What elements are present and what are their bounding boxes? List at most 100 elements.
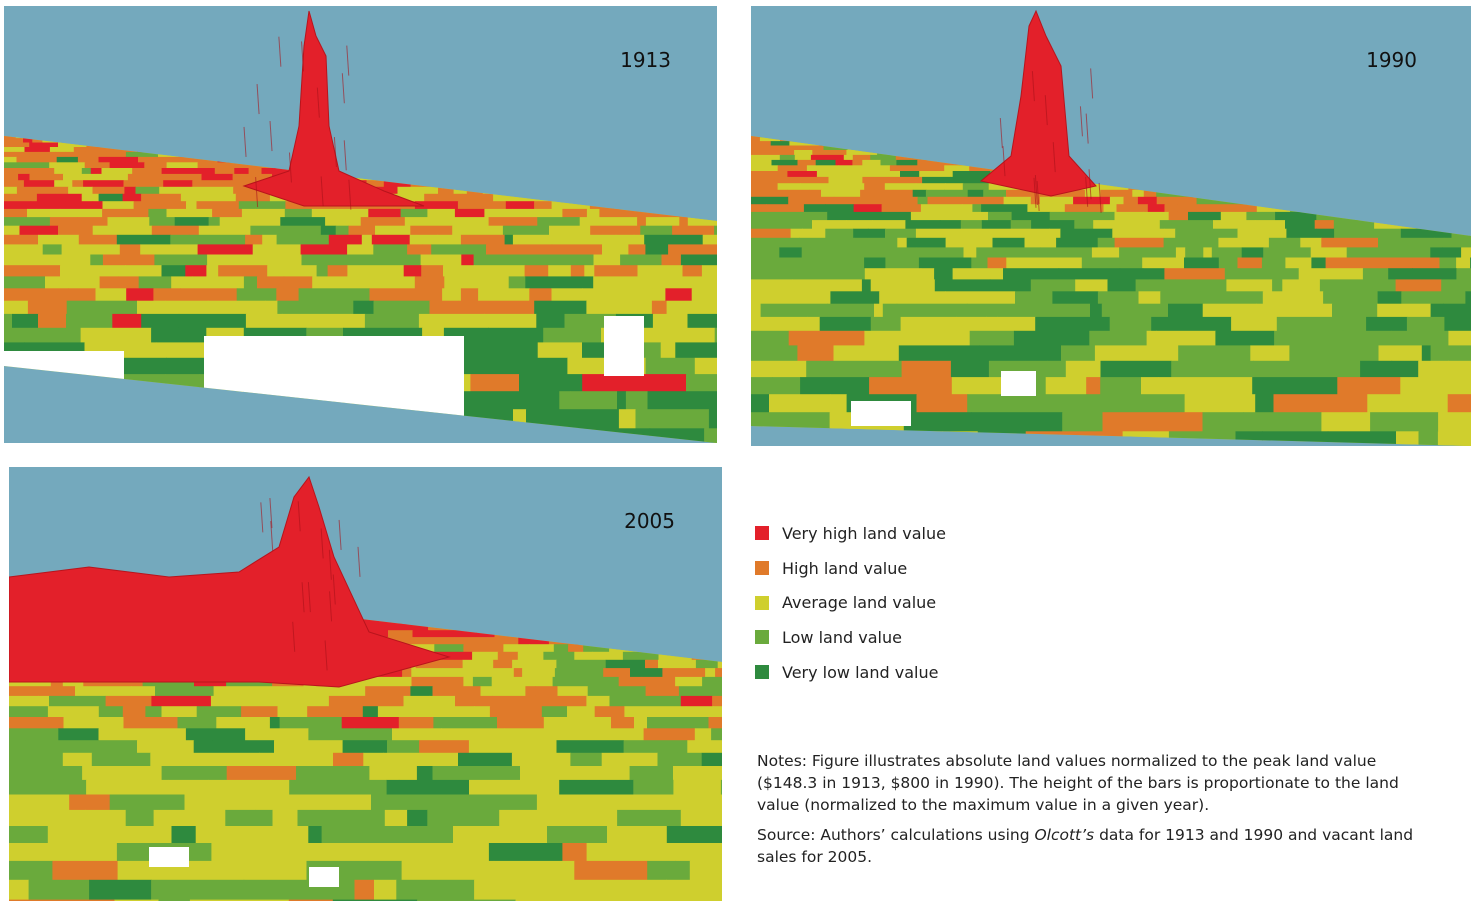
terrain-shape <box>1027 204 1066 213</box>
terrain-shape <box>1137 196 1158 205</box>
terrain-shape <box>221 173 234 181</box>
terrain-shape <box>58 142 87 148</box>
terrain-shape <box>112 313 142 329</box>
terrain-shape <box>123 180 164 188</box>
terrain-shape <box>628 244 646 255</box>
terrain-shape <box>267 265 318 277</box>
terrain-shape <box>80 327 152 343</box>
terrain-shape <box>424 276 445 289</box>
terrain-shape <box>77 217 109 227</box>
terrain-shape <box>637 217 647 227</box>
terrain-shape <box>47 826 132 844</box>
terrain-shape <box>1461 247 1471 258</box>
terrain-shape <box>887 171 901 178</box>
terrain-shape <box>193 740 214 754</box>
terrain-shape <box>620 254 662 266</box>
terrain-shape <box>441 728 492 741</box>
peak-shade <box>297 501 301 532</box>
terrain-shape <box>988 211 1013 221</box>
terrain-shape <box>361 234 373 245</box>
terrain-shape <box>827 211 865 221</box>
terrain-shape <box>751 154 781 161</box>
terrain-shape <box>751 291 796 305</box>
terrain-shape <box>383 752 459 767</box>
terrain-shape <box>208 779 272 795</box>
terrain-shape <box>701 752 722 767</box>
terrain-shape <box>241 173 273 181</box>
terrain-shape <box>190 752 260 767</box>
peak-shade <box>256 84 260 115</box>
terrain-shape <box>122 706 146 718</box>
peak-shade <box>307 582 311 613</box>
terrain-shape <box>4 225 20 236</box>
terrain-shape <box>156 342 210 359</box>
terrain-shape <box>231 180 249 188</box>
terrain-shape <box>537 217 581 227</box>
terrain-shape <box>1175 247 1186 258</box>
terrain-shape <box>166 208 187 218</box>
terrain-shape <box>478 288 530 302</box>
terrain-shape <box>582 374 601 392</box>
terrain-shape <box>689 860 722 881</box>
terrain-shape <box>772 377 801 395</box>
terrain-shape <box>9 728 59 741</box>
terrain-shape <box>800 377 870 395</box>
terrain-shape <box>166 357 207 375</box>
terrain-shape <box>488 327 544 343</box>
terrain-shape <box>673 766 722 781</box>
terrain-shape <box>484 357 568 375</box>
terrain-shape <box>649 843 722 862</box>
terrain-shape <box>1377 257 1440 269</box>
terrain-shape <box>1143 211 1170 221</box>
terrain-shape <box>1391 330 1449 346</box>
terrain-shape <box>403 695 430 707</box>
terrain-shape <box>72 180 84 188</box>
terrain-shape <box>1100 189 1133 198</box>
map-panel: 1913 <box>4 6 717 443</box>
terrain-shape <box>517 651 544 661</box>
terrain-shape <box>1137 330 1148 346</box>
terrain-shape <box>243 879 313 901</box>
terrain-shape <box>885 228 917 239</box>
peak-shade <box>1098 182 1102 213</box>
terrain-map <box>4 6 717 443</box>
terrain-shape <box>827 303 875 318</box>
terrain-shape <box>409 234 439 245</box>
terrain-shape <box>4 201 32 210</box>
terrain-shape <box>196 201 240 210</box>
terrain-shape <box>102 254 155 266</box>
terrain-shape <box>180 193 204 202</box>
terrain-shape <box>853 228 869 239</box>
terrain-shape <box>1151 316 1232 332</box>
terrain-shape <box>751 394 770 413</box>
terrain-shape <box>981 220 1012 230</box>
terrain-shape <box>492 695 536 707</box>
terrain-shape <box>207 254 222 266</box>
terrain-shape <box>131 826 173 844</box>
terrain-shape <box>1084 189 1101 198</box>
terrain-shape <box>46 168 55 175</box>
terrain-shape <box>1061 345 1096 362</box>
terrain-shape <box>714 225 717 236</box>
terrain-shape <box>1002 394 1088 413</box>
terrain-shape <box>661 254 682 266</box>
terrain-shape <box>97 173 129 181</box>
terrain-shape <box>766 204 805 213</box>
terrain-shape <box>1211 247 1243 258</box>
terrain-shape <box>1370 412 1439 432</box>
terrain-shape <box>444 276 510 289</box>
terrain-shape <box>673 717 696 729</box>
terrain-shape <box>462 659 494 669</box>
terrain-shape <box>1263 247 1312 258</box>
terrain-shape <box>241 208 256 218</box>
terrain-shape <box>1254 220 1286 230</box>
terrain-shape <box>427 208 456 218</box>
terrain-shape <box>279 717 343 729</box>
terrain-shape <box>1256 303 1333 318</box>
terrain-shape <box>680 695 713 707</box>
terrain-shape <box>549 225 591 236</box>
terrain-shape <box>971 412 1063 432</box>
peak-shade <box>1079 106 1083 137</box>
terrain-shape <box>398 717 434 729</box>
terrain-shape <box>434 644 464 653</box>
